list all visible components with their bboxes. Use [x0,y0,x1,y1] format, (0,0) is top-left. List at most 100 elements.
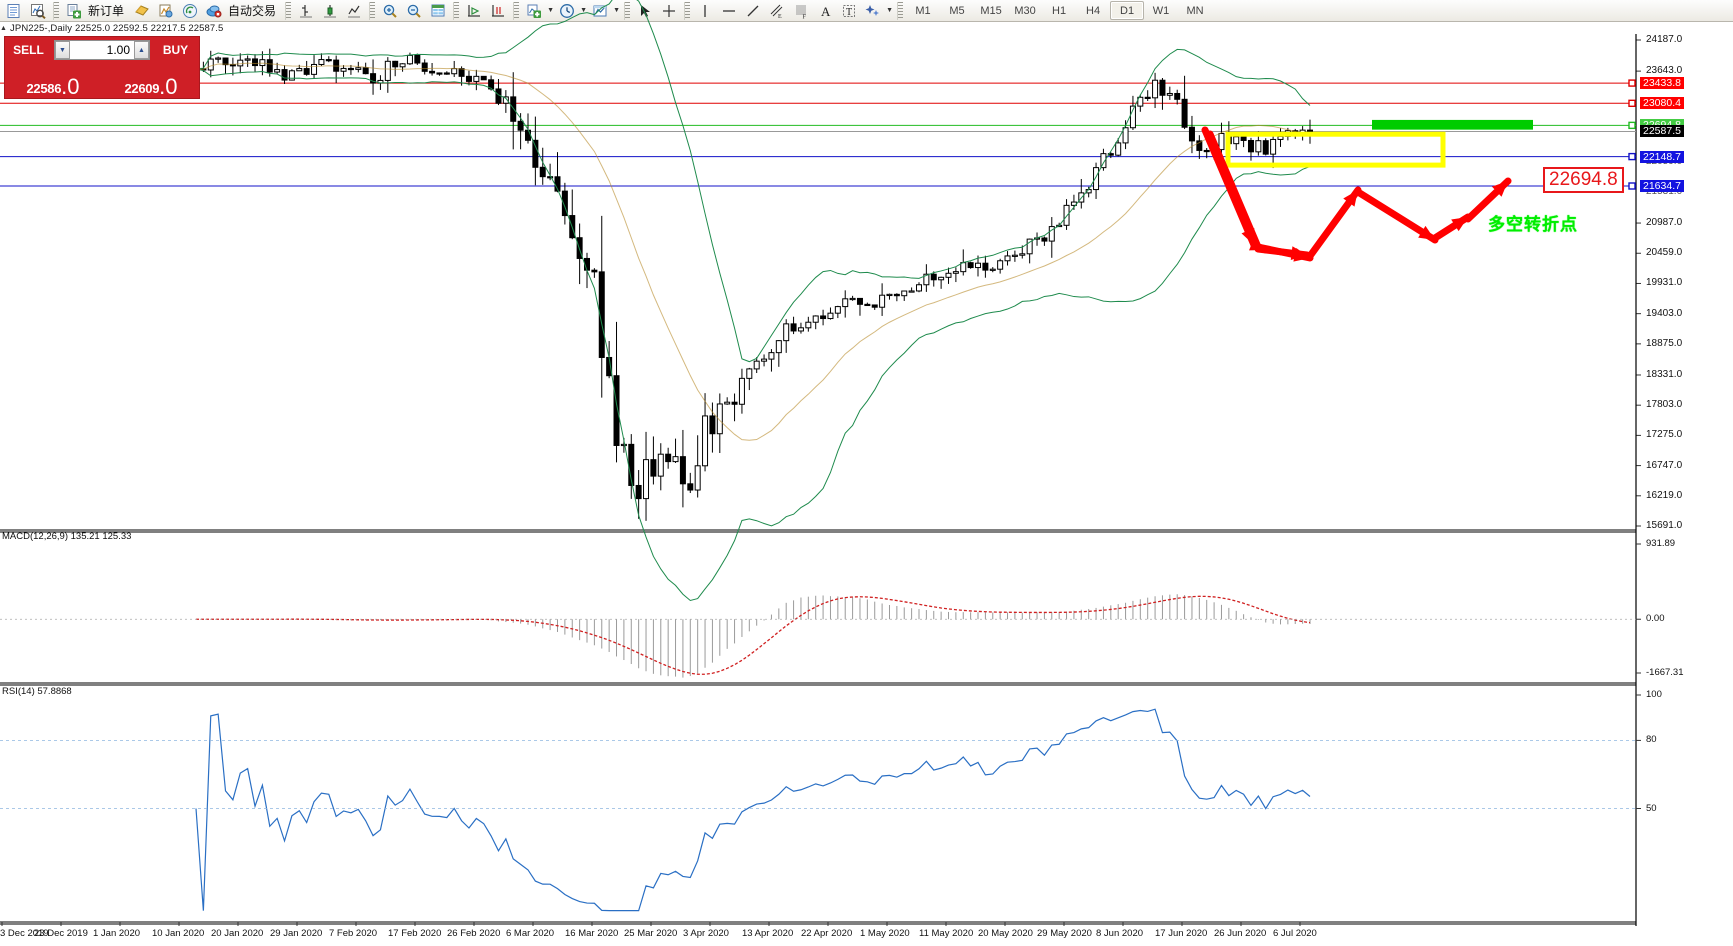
chart-ohlc-label: 22525.0 22592.5 22217.5 22587.5 [75,23,224,34]
date-axis-label: 11 May 2020 [919,928,974,939]
horizontal-line-icon[interactable] [718,1,740,21]
strategy-tester-icon[interactable] [155,1,177,21]
toolbar-separator-4 [453,1,460,20]
buy-price-fraction: .0 [159,74,178,99]
period-icon[interactable] [556,1,578,21]
macd-scale-label: 0.00 [1646,613,1665,625]
price-scale-label: 18331.0 [1646,368,1683,380]
toolbar-separator-6 [624,1,631,20]
rsi-scale-label: 100 [1646,689,1662,700]
sell-button[interactable]: SELL [13,43,44,57]
rsi-scale-label: 50 [1646,802,1657,814]
mql5-community-icon[interactable] [203,1,225,21]
chart-drawing-layer [0,0,1641,926]
zoom-in-icon[interactable] [379,1,401,21]
timeframe-m1[interactable]: M1 [915,4,931,17]
auto-scroll-icon[interactable] [487,1,509,21]
svg-text:T: T [846,7,852,18]
svg-text:A: A [821,4,831,19]
timeframe-m5[interactable]: M5 [949,4,965,17]
timeframe-w1[interactable]: W1 [1152,4,1170,17]
equidistant-channel-icon[interactable]: E [766,1,788,21]
supply-zone [1372,119,1533,130]
chart-shift-icon[interactable] [463,1,485,21]
expert-advisor-icon[interactable] [131,1,153,21]
date-axis-label: 8 Jun 2020 [1096,928,1144,939]
market-watch-icon[interactable] [27,1,49,21]
new-order-icon[interactable] [63,1,85,21]
date-axis-label: 26 Jun 2020 [1214,928,1267,939]
toolbar-separator-3 [369,1,376,20]
chart-collapse-icon[interactable]: ▲ [0,25,8,32]
data-window-icon[interactable] [427,1,449,21]
date-axis-label: 10 Jan 2020 [152,928,205,939]
rsi-indicator-label: RSI(14) 57.8868 [2,686,72,697]
cursor-icon[interactable] [634,1,656,21]
toolbar-separator-8 [897,1,904,20]
candlestick-chart-icon[interactable] [319,1,341,21]
objects-icon[interactable] [862,1,884,21]
period-chevron-down-icon[interactable]: ▼ [580,7,587,14]
price-level-tag: 23433.8 [1640,77,1684,90]
line-chart-icon[interactable] [343,1,365,21]
buy-price[interactable]: 22609 .0 [103,63,199,98]
date-axis-label: 20 Jan 2020 [211,928,264,939]
price-level-tag: 22587.5 [1640,125,1684,138]
autotrade-label[interactable]: 自动交易 [228,4,277,18]
one-click-trading-panel[interactable]: SELL ▼ 1.00 ▲ BUY 22586 .0 22609 .0 [4,36,200,99]
price-level-tag: 23080.4 [1640,97,1684,110]
rsi-scale-label: 80 [1646,734,1657,746]
sell-price[interactable]: 22586 .0 [5,63,101,98]
date-axis-label: 13 Apr 2020 [742,928,794,939]
price-scale-label: 20987.0 [1646,217,1683,229]
price-level-tag: 21634.7 [1640,180,1684,192]
trendline-icon[interactable] [742,1,764,21]
fibonacci-icon[interactable]: F [790,1,812,21]
indicators-chevron-down-icon[interactable]: ▼ [547,7,554,14]
crosshair-icon[interactable] [658,1,680,21]
bar-chart-icon[interactable] [295,1,317,21]
volume-stepper[interactable]: ▼ 1.00 ▲ [54,40,150,60]
signals-icon[interactable] [179,1,201,21]
svg-text:F: F [803,14,807,19]
text-label-icon[interactable]: T [838,1,860,21]
svg-text:E: E [778,14,782,19]
templates-icon[interactable] [589,1,611,21]
sell-price-fraction: .0 [61,74,80,99]
macd-scale-label: -1667.31 [1646,667,1684,678]
volume-increase-button[interactable]: ▲ [134,41,149,59]
indicators-icon[interactable] [523,1,545,21]
timeframe-h1[interactable]: H1 [1052,4,1067,17]
price-scale-label: 20459.0 [1646,247,1683,259]
order-panel-price-row: 22586 .0 22609 .0 [5,63,199,98]
vertical-line-icon[interactable] [694,1,716,21]
price-scale-label: 17275.0 [1646,429,1683,441]
date-axis-label: 16 Mar 2020 [565,928,619,939]
text-icon[interactable]: A [814,1,836,21]
new-order-label[interactable]: 新订单 [88,4,125,18]
date-axis-label: 3 Dec 2019 [0,928,49,939]
volume-input[interactable]: 1.00 [106,43,130,57]
chart-symbol-label: JPN225-,Daily [10,23,73,34]
toolbar-separator-5 [513,1,520,20]
price-scale-label: 23643.0 [1646,65,1683,77]
volume-decrease-button[interactable]: ▼ [55,41,70,59]
timeframe-d1[interactable]: D1 [1110,1,1145,20]
date-axis-label: 23 Dec 2019 [34,928,88,939]
price-scale-label: 24187.0 [1646,34,1683,45]
templates-chevron-down-icon[interactable]: ▼ [613,7,620,14]
timeframe-m15[interactable]: M15 [980,4,1002,17]
order-panel-divider [101,63,103,98]
buy-button[interactable]: BUY [162,43,189,57]
zoom-out-icon[interactable] [403,1,425,21]
new-chart-icon[interactable] [3,1,25,21]
price-scale-label: 16747.0 [1646,459,1683,471]
price-scale-label: 15691.0 [1646,520,1683,531]
timeframe-h4[interactable]: H4 [1086,4,1101,17]
objects-chevron-down-icon[interactable]: ▼ [886,7,893,14]
timeframe-mn[interactable]: MN [1186,4,1204,17]
macd-indicator-label: MACD(12,26,9) 135.21 125.33 [2,531,132,542]
date-axis-label: 22 Apr 2020 [801,928,853,939]
timeframe-m30[interactable]: M30 [1014,4,1036,17]
